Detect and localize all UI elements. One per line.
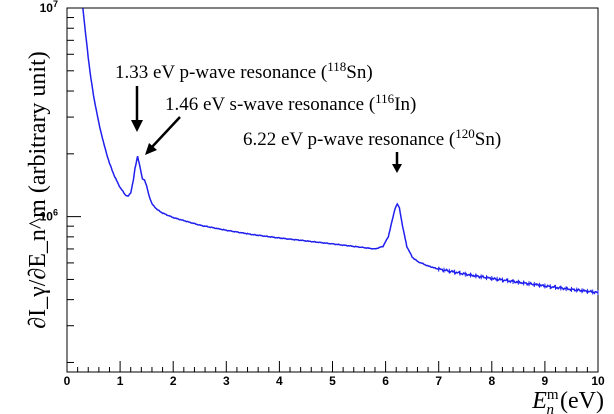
annotation-116in-arrowhead [145, 143, 157, 155]
x-tick-label: 6 [382, 374, 389, 388]
annotation-118sn-label: 1.33 eV p-wave resonance (118Sn) [115, 59, 373, 83]
annotation-116in: 1.46 eV s-wave resonance (116In) [145, 91, 416, 155]
annotation-116in-arrow [151, 116, 181, 148]
annotation-118sn: 1.33 eV p-wave resonance (118Sn) [115, 59, 373, 132]
annotation-118sn-arrowhead [131, 120, 143, 132]
annotation-120sn-arrowhead [392, 164, 402, 173]
annotation-120sn: 6.22 eV p-wave resonance (120Sn) [243, 126, 501, 173]
y-axis-ticks: 106 107 [40, 0, 81, 363]
x-tick-label: 4 [276, 374, 283, 388]
x-tick-label: 1 [117, 374, 124, 388]
x-tick-label: 10 [591, 374, 605, 388]
x-axis-ticks: 0 1 2 3 4 5 6 7 8 9 10 [64, 361, 605, 388]
y-tick-label: 106 [40, 208, 58, 224]
y-tick-label: 107 [40, 0, 58, 15]
y-axis-title: ∂I_γ/∂E_n^m (arbitrary unit) [25, 51, 51, 329]
x-tick-label: 2 [170, 374, 177, 388]
annotation-116in-label: 1.46 eV s-wave resonance (116In) [165, 91, 416, 115]
series-line [82, 8, 599, 295]
x-tick-label: 7 [435, 374, 442, 388]
x-tick-label: 3 [223, 374, 230, 388]
x-tick-label: 9 [542, 374, 549, 388]
x-tick-label: 5 [329, 374, 336, 388]
annotation-120sn-label: 6.22 eV p-wave resonance (120Sn) [243, 126, 501, 150]
x-tick-label: 8 [488, 374, 495, 388]
x-tick-label: 0 [64, 374, 71, 388]
x-axis-title: Em n (eV) [531, 387, 604, 414]
